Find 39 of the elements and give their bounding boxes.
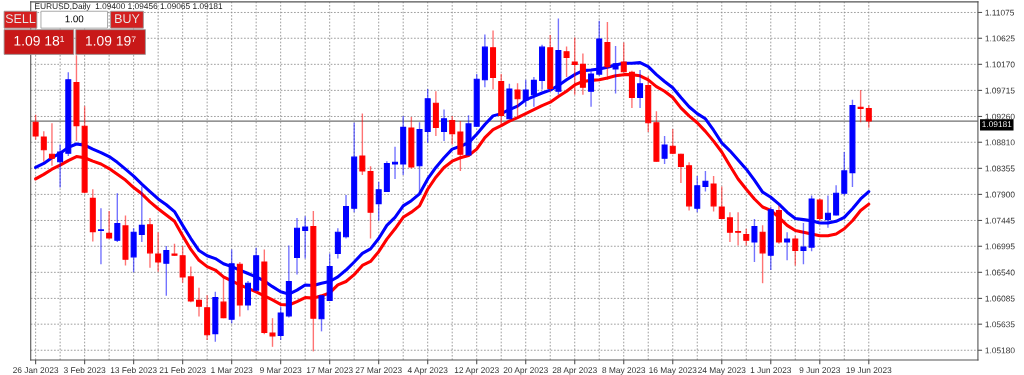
chart-title: EURUSD,Daily 1.09400 1.09456 1.09065 1.09181 — [35, 2, 223, 11]
y-tick-label: 1.06540 — [985, 269, 1015, 276]
annotation: 1.09 18¹ — [14, 35, 65, 46]
x-tick-label: 1 Jun 2023 — [750, 367, 792, 374]
annotation: 1.00 — [65, 15, 84, 23]
x-tick-label: 17 Mar 2023 — [306, 367, 353, 374]
x-tick-label: 19 Jun 2023 — [846, 367, 892, 374]
y-tick-label: 1.09715 — [985, 87, 1015, 94]
annotation: SELL — [5, 14, 36, 24]
y-tick-label: 1.11075 — [985, 9, 1015, 16]
y-tick-label: 1.09260 — [985, 113, 1015, 120]
annotation: 1.09 19⁷ — [85, 35, 136, 46]
x-tick-label: 26 Jan 2023 — [13, 367, 59, 374]
x-tick-label: 9 Mar 2023 — [259, 367, 302, 374]
x-tick-label: 8 May 2023 — [602, 367, 646, 375]
x-tick-label: 12 Apr 2023 — [454, 367, 499, 375]
y-tick-label: 1.05180 — [985, 347, 1015, 354]
y-tick-label: 1.06085 — [985, 295, 1015, 302]
x-tick-label: 24 May 2023 — [698, 367, 746, 375]
y-tick-label: 1.07900 — [985, 191, 1015, 198]
x-tick-label: 4 Apr 2023 — [407, 367, 448, 375]
x-tick-label: 27 Mar 2023 — [355, 367, 402, 374]
x-tick-label: 13 Feb 2023 — [110, 366, 157, 374]
ref-line-label: 1.09181 — [982, 121, 1012, 128]
x-tick-label: 21 Feb 2023 — [159, 366, 206, 374]
y-tick-label: 1.05635 — [985, 321, 1015, 328]
x-tick-label: 20 Apr 2023 — [503, 367, 548, 375]
y-tick-label: 1.06995 — [985, 243, 1015, 250]
x-tick-label: 9 Jun 2023 — [799, 367, 841, 374]
y-tick-label: 1.10170 — [985, 61, 1015, 68]
y-tick-label: 1.07445 — [985, 217, 1015, 224]
x-tick-label: 28 Apr 2023 — [552, 367, 597, 375]
x-tick-label: 3 Feb 2023 — [63, 366, 106, 374]
annotation: BUY — [115, 14, 140, 24]
x-tick-label: 16 May 2023 — [649, 367, 697, 375]
y-tick-label: 1.08355 — [985, 165, 1015, 172]
y-tick-label: 1.10625 — [985, 35, 1015, 42]
x-tick-label: 1 Mar 2023 — [211, 367, 253, 374]
y-tick-label: 1.08810 — [985, 139, 1015, 146]
